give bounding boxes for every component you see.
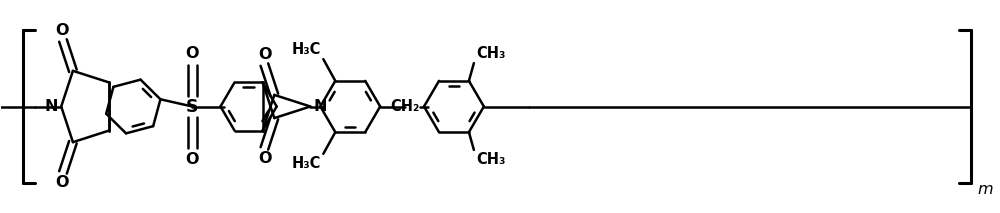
Text: m: m (978, 181, 993, 197)
Text: N: N (313, 99, 327, 114)
Text: CH₃: CH₃ (476, 46, 505, 61)
Text: N: N (45, 99, 58, 114)
Text: O: O (186, 152, 199, 167)
Text: CH₃: CH₃ (476, 152, 505, 167)
Text: O: O (259, 151, 272, 166)
Text: S: S (186, 98, 199, 115)
Text: O: O (55, 23, 69, 37)
Text: H₃C: H₃C (292, 156, 321, 171)
Text: H₃C: H₃C (292, 42, 321, 57)
Text: O: O (259, 47, 272, 62)
Text: O: O (186, 46, 199, 61)
Text: CH₂: CH₂ (390, 99, 420, 114)
Text: O: O (55, 176, 69, 190)
